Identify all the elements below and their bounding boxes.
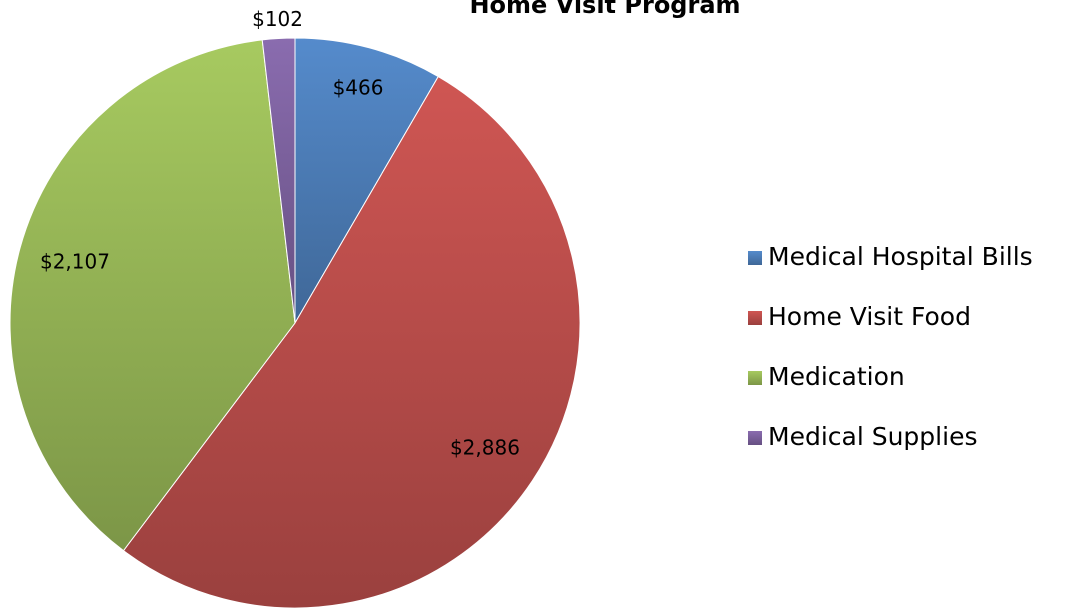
pie-slice [122,75,581,609]
pie-slice [294,37,439,325]
pie-slice [9,39,296,552]
legend-label: Medical Supplies [768,422,977,451]
legend-swatch [748,431,762,445]
pie-slice [261,37,296,324]
legend-label: Home Visit Food [768,302,971,331]
data-label: $2,886 [450,436,520,460]
legend-swatch [748,371,762,385]
data-label: $102 [252,7,303,31]
data-label: $466 [333,76,384,100]
legend-swatch [748,251,762,265]
legend-label: Medical Hospital Bills [768,242,1033,271]
legend-label: Medication [768,362,905,391]
legend-swatch [748,311,762,325]
chart-title: Home Visit Program [469,0,740,19]
data-label: $2,107 [40,250,110,274]
